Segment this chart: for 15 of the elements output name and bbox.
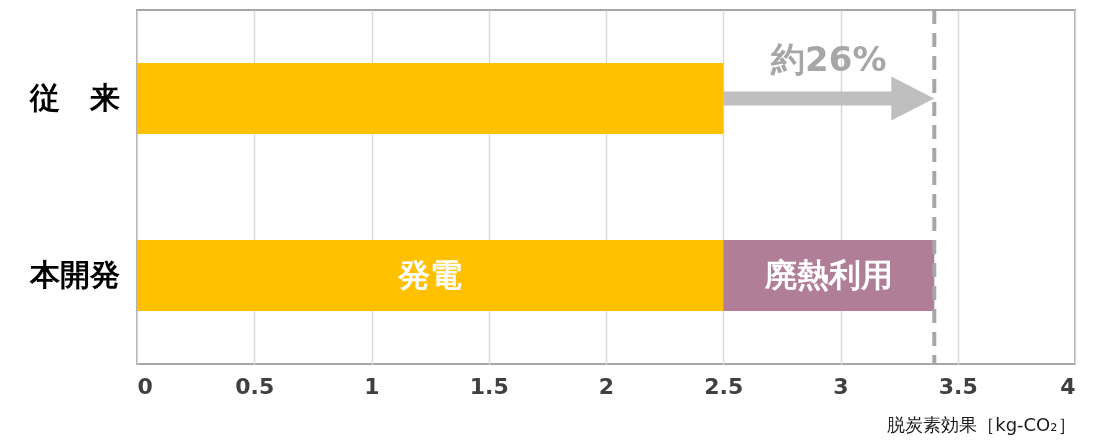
x-tick-label: 3.5 [938, 373, 978, 399]
x-tick-label: 1.5 [469, 373, 509, 399]
x-tick-label: 3 [833, 373, 849, 399]
annotation: 約26% [770, 38, 887, 79]
x-tick-label: 0.5 [235, 373, 275, 399]
y-tick-label: 本開発 [28, 256, 120, 292]
x-tick-label: 0 [137, 373, 153, 399]
x-tick-label: 4 [1060, 373, 1076, 399]
x-tick-label: 1 [364, 373, 380, 399]
series-label: 発電 [397, 255, 463, 294]
x-axis-title: 脱炭素効果［kg-CO₂］ [887, 413, 1076, 435]
y-tick-label: 従 来 [28, 79, 120, 115]
x-tick-label: 2.5 [704, 373, 744, 399]
series-label: 廃熱利用 [763, 255, 893, 294]
x-tick-label: 2 [598, 373, 615, 399]
